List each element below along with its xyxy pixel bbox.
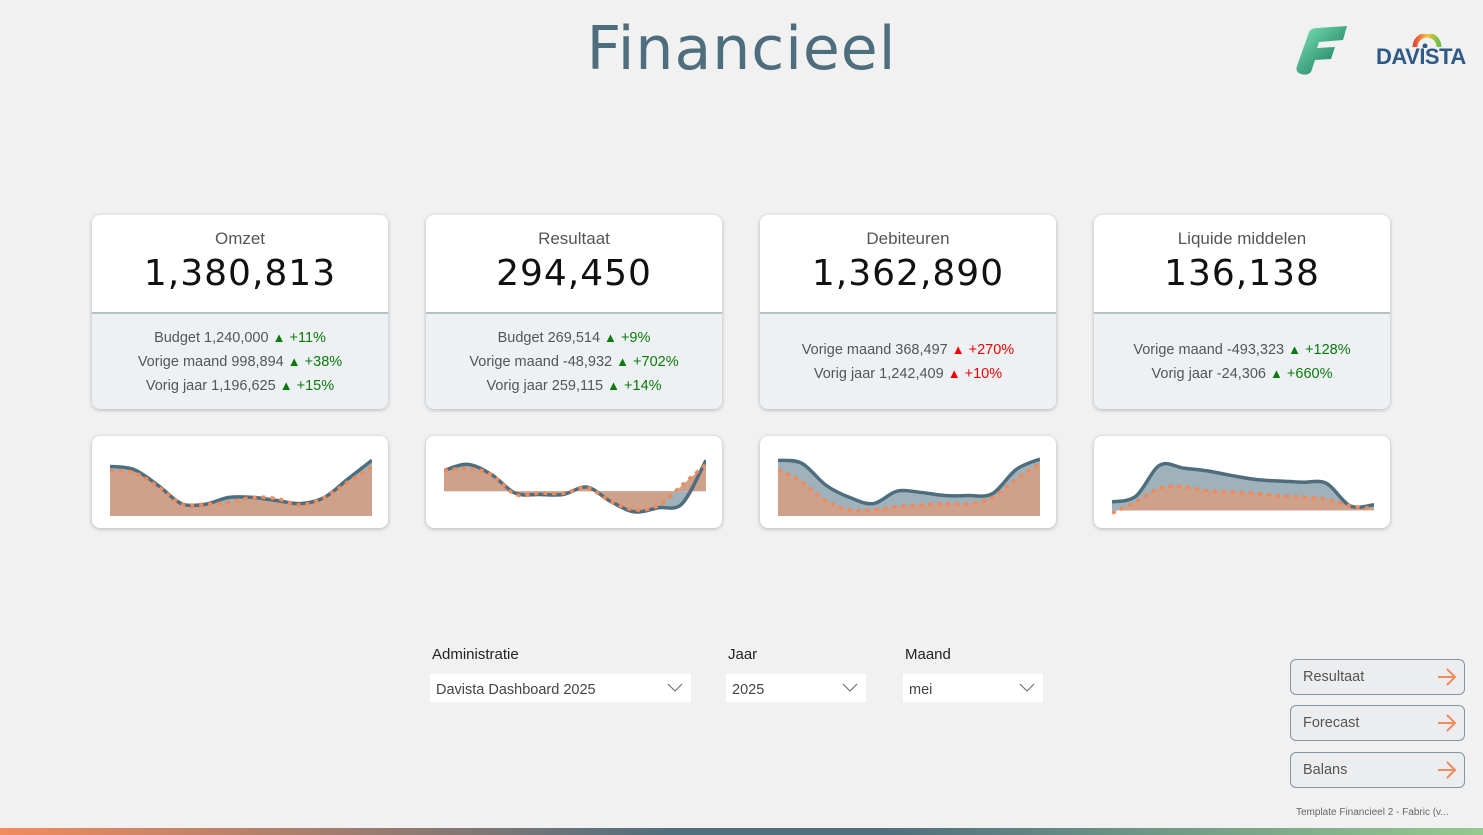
filter-label: Maand <box>905 646 951 663</box>
nav-resultaat-button[interactable]: Resultaat <box>1290 659 1465 695</box>
comparison-row: Vorige maand -493,323 ▲ +128% <box>1133 342 1350 358</box>
filter-label: Jaar <box>728 646 758 663</box>
fabric-logo <box>1296 26 1347 75</box>
sparkline-card <box>1094 436 1390 528</box>
comparison-line <box>444 463 706 512</box>
delta-value: +9% <box>620 329 651 346</box>
gradient-bar <box>0 828 1483 835</box>
triangle-up-icon: ▲ <box>1270 365 1283 381</box>
comparison-text: Vorig jaar 1,196,625 <box>145 377 276 394</box>
comparison-text: Vorig jaar -24,306 <box>1151 365 1266 382</box>
jaar-dropdown[interactable]: 2025 <box>726 674 866 702</box>
dropdown-value: 2025 <box>732 682 765 698</box>
triangle-up-icon: ▲ <box>947 365 961 381</box>
arrow-right-icon <box>1438 714 1457 732</box>
kpi-label: Omzet <box>214 229 266 248</box>
delta-value: +702% <box>633 353 679 370</box>
comparison-text: Vorige maand -48,932 <box>469 353 613 370</box>
sparkline-chart <box>778 457 1040 516</box>
comparison-row: Vorig jaar 259,115 ▲ +14% <box>486 378 661 394</box>
kpi-card: Resultaat 294,450 Budget 269,514 ▲ +9% Vori… <box>426 215 722 409</box>
kpi-value: 1,362,890 <box>811 253 1005 294</box>
comparison-row: Budget 1,240,000 ▲ +11% <box>154 330 326 346</box>
comparison-text: Vorige maand 368,497 <box>801 341 948 358</box>
chevron-down-icon <box>842 683 858 692</box>
comparison-line <box>1112 484 1374 515</box>
triangle-up-icon: ▲ <box>279 377 293 393</box>
delta-value: +38% <box>304 353 343 370</box>
delta-value: +660% <box>1286 365 1333 382</box>
nav-balans-button[interactable]: Balans <box>1290 752 1465 788</box>
button-label: Balans <box>1303 762 1348 778</box>
comparison-row: Vorig jaar 1,196,625 ▲ +15% <box>146 378 334 394</box>
comparison-text: Budget 269,514 <box>497 329 601 346</box>
comparison-area <box>110 466 372 516</box>
comparison-row: Vorige maand -48,932 ▲ +702% <box>469 354 678 370</box>
actual-line <box>1112 461 1374 509</box>
kpi-card: Debiteuren 1,362,890 Vorige maand 368,497 … <box>760 215 1056 409</box>
sparkline-chart <box>1112 461 1374 515</box>
footer-text: Template Financieel 2 - Fabric (v... <box>1296 807 1449 818</box>
triangle-up-icon: ▲ <box>287 353 301 369</box>
delta-value: +270% <box>968 341 1015 358</box>
filter-label: Administratie <box>432 646 519 663</box>
delta-value: +11% <box>289 329 326 346</box>
delta-value: +14% <box>624 377 662 394</box>
administratie-dropdown[interactable]: Davista Dashboard 2025 <box>430 674 691 702</box>
sparkline-card <box>92 436 388 528</box>
chevron-down-icon <box>667 683 683 692</box>
comparison-text: Vorig jaar 259,115 <box>486 377 604 394</box>
maand-dropdown[interactable]: mei <box>903 674 1043 702</box>
delta-value: +128% <box>1305 341 1351 358</box>
button-label: Resultaat <box>1303 669 1365 685</box>
sparkline-card <box>760 436 1056 528</box>
comparison-row: Budget 269,514 ▲ +9% <box>498 330 651 346</box>
triangle-up-icon: ▲ <box>616 353 629 369</box>
comparison-row: Vorige maand 998,894 ▲ +38% <box>138 354 342 370</box>
dropdown-value: mei <box>909 682 933 698</box>
delta-value: +15% <box>296 377 335 394</box>
triangle-up-icon: ▲ <box>1288 341 1302 357</box>
comparison-text: Vorig jaar 1,242,409 <box>813 365 944 382</box>
sparkline-chart <box>444 459 706 514</box>
triangle-up-icon: ▲ <box>604 329 617 345</box>
comparison-text: Budget 1,240,000 <box>154 329 269 346</box>
kpi-card: Omzet 1,380,813 Budget 1,240,000 ▲ +11% Vor… <box>92 215 388 409</box>
nav-forecast-button[interactable]: Forecast <box>1290 705 1465 741</box>
arrow-right-icon <box>1438 761 1457 779</box>
arrow-right-icon <box>1438 668 1457 686</box>
triangle-up-icon: ▲ <box>951 341 965 357</box>
triangle-up-icon: ▲ <box>272 329 286 345</box>
page-title: Financieel <box>586 14 897 84</box>
actual-line <box>778 457 1040 506</box>
kpi-label: Resultaat <box>538 229 610 248</box>
sparkline-chart <box>110 458 372 516</box>
comparison-area <box>444 464 706 511</box>
comparison-row: Vorig jaar -24,306 ▲ +660% <box>1152 366 1333 382</box>
davista-logo: DAVISTA <box>1376 34 1470 70</box>
triangle-up-icon: ▲ <box>607 377 620 393</box>
comparison-line <box>778 461 1040 513</box>
comparison-text: Vorige maand -493,323 <box>1133 341 1285 358</box>
delta-value: +10% <box>964 365 1003 382</box>
button-label: Forecast <box>1303 715 1360 731</box>
sparkline-card <box>426 436 722 528</box>
comparison-text: Vorige maand 998,894 <box>137 353 284 370</box>
kpi-value: 1,380,813 <box>143 253 337 294</box>
kpi-value: 136,138 <box>1164 253 1320 294</box>
kpi-label: Liquide middelen <box>1177 229 1307 248</box>
kpi-value: 294,450 <box>496 253 652 294</box>
comparison-row: Vorige maand 368,497 ▲ +270% <box>802 342 1014 358</box>
comparison-row: Vorig jaar 1,242,409 ▲ +10% <box>814 366 1002 382</box>
dropdown-value: Davista Dashboard 2025 <box>436 682 596 698</box>
kpi-label: Debiteuren <box>866 229 950 248</box>
comparison-area <box>1112 486 1374 514</box>
kpi-card: Liquide middelen 136,138 Vorige maand -493… <box>1094 215 1390 409</box>
chevron-down-icon <box>1019 683 1035 692</box>
